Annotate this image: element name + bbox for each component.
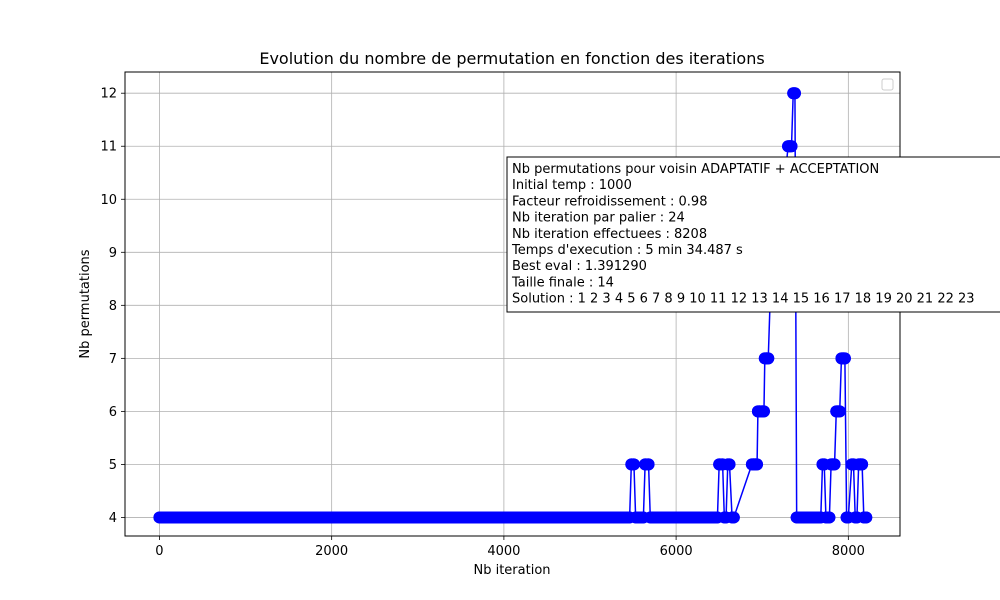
annotation-line: Nb permutations pour voisin ADAPTATIF + …	[512, 162, 879, 177]
data-point	[856, 458, 869, 471]
legend-box	[881, 78, 894, 91]
x-tick-label: 8000	[832, 544, 865, 559]
data-point	[785, 140, 798, 153]
data-point	[860, 511, 873, 524]
annotation-line: Taille finale : 14	[511, 275, 614, 290]
data-point	[788, 87, 801, 100]
y-tick-label: 5	[109, 458, 117, 473]
annotation-line: Temps d'execution : 5 min 34.487 s	[511, 243, 743, 258]
data-point	[727, 511, 740, 524]
data-point	[153, 511, 166, 524]
annotation-line: Nb iteration par palier : 24	[512, 211, 685, 226]
annotation-line: Nb iteration effectuees : 8208	[512, 227, 707, 242]
data-point	[757, 405, 770, 418]
x-axis-label: Nb iteration	[473, 563, 550, 578]
x-tick-label: 0	[155, 544, 163, 559]
annotation-box: Nb permutations pour voisin ADAPTATIF + …	[506, 156, 1000, 313]
data-point	[838, 352, 851, 365]
y-tick-label: 9	[109, 246, 117, 261]
data-point	[828, 458, 841, 471]
data-point	[762, 352, 775, 365]
data-point	[751, 458, 764, 471]
annotation-frame	[506, 156, 1000, 313]
data-point	[627, 458, 640, 471]
y-tick-label: 10	[100, 193, 117, 208]
y-tick-label: 11	[100, 140, 117, 155]
y-tick-label: 6	[109, 405, 117, 420]
data-point	[644, 511, 657, 524]
x-tick-label: 6000	[660, 544, 693, 559]
y-axis-ticks: 4 5 6 7 8 9 10 11 12	[100, 87, 125, 526]
y-tick-label: 8	[109, 299, 117, 314]
annotation-line: Solution : 1 2 3 4 5 6 7 8 9 10 11 12 13…	[512, 292, 975, 307]
data-point	[833, 405, 846, 418]
y-tick-label: 4	[109, 511, 117, 526]
annotation-line: Initial temp : 1000	[512, 178, 632, 193]
annotation-line: Facteur refroidissement : 0.98	[512, 194, 707, 209]
annotation-text: Nb permutations pour voisin ADAPTATIF + …	[511, 162, 975, 307]
x-axis-ticks: 0 2000 4000 6000 8000	[155, 536, 865, 559]
data-point	[642, 458, 655, 471]
chart-title: Evolution du nombre de permutation en fo…	[259, 49, 764, 68]
x-tick-label: 4000	[487, 544, 520, 559]
annotation-line: Best eval : 1.391290	[512, 259, 647, 274]
x-tick-label: 2000	[315, 544, 348, 559]
data-point	[723, 458, 736, 471]
data-point	[823, 511, 836, 524]
y-axis-label: Nb permutations	[78, 249, 93, 358]
y-tick-label: 12	[100, 87, 117, 102]
y-tick-label: 7	[109, 352, 117, 367]
data-point	[790, 511, 803, 524]
